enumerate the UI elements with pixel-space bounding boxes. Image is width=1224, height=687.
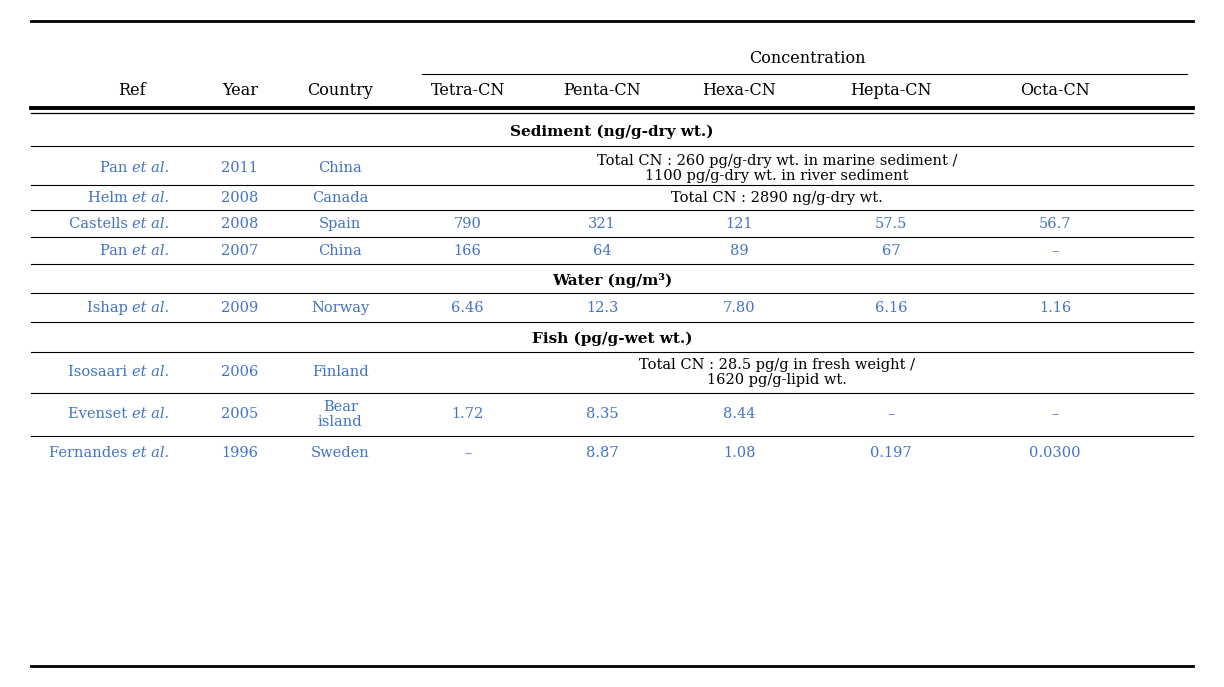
Text: et al.: et al.: [132, 407, 169, 421]
Text: 2006: 2006: [222, 365, 258, 379]
Text: 67: 67: [881, 245, 901, 258]
Text: Pan: Pan: [100, 161, 132, 175]
Text: 0.0300: 0.0300: [1029, 447, 1081, 460]
Text: et al.: et al.: [132, 161, 169, 175]
Text: 6.16: 6.16: [875, 301, 907, 315]
Text: Concentration: Concentration: [749, 50, 867, 67]
Text: Total CN : 28.5 pg/g in fresh weight /: Total CN : 28.5 pg/g in fresh weight /: [639, 358, 916, 372]
Text: 2008: 2008: [222, 191, 258, 205]
Text: Total CN : 260 pg/g-dry wt. in marine sediment /: Total CN : 260 pg/g-dry wt. in marine se…: [597, 154, 957, 168]
Text: Ref: Ref: [119, 82, 146, 99]
Text: 1100 pg/g-dry wt. in river sediment: 1100 pg/g-dry wt. in river sediment: [645, 169, 909, 183]
Text: Pan: Pan: [100, 245, 132, 258]
Text: 0.197: 0.197: [870, 447, 912, 460]
Text: Country: Country: [307, 82, 373, 99]
Text: Canada: Canada: [312, 191, 368, 205]
Text: –: –: [464, 447, 471, 460]
Text: 1996: 1996: [222, 447, 258, 460]
Text: 8.44: 8.44: [723, 407, 755, 421]
Text: Norway: Norway: [311, 301, 370, 315]
Text: 2009: 2009: [222, 301, 258, 315]
Text: Octa-CN: Octa-CN: [1021, 82, 1089, 99]
Text: 121: 121: [726, 217, 753, 231]
Text: Sweden: Sweden: [311, 447, 370, 460]
Text: 321: 321: [589, 217, 616, 231]
Text: 7.80: 7.80: [723, 301, 755, 315]
Text: Ishap: Ishap: [87, 301, 132, 315]
Text: Penta-CN: Penta-CN: [563, 82, 641, 99]
Text: et al.: et al.: [132, 365, 169, 379]
Text: island: island: [318, 415, 362, 429]
Text: 8.35: 8.35: [586, 407, 618, 421]
Text: 1.16: 1.16: [1039, 301, 1071, 315]
Text: Year: Year: [222, 82, 258, 99]
Text: et al.: et al.: [132, 217, 169, 231]
Text: 1620 pg/g-lipid wt.: 1620 pg/g-lipid wt.: [707, 373, 847, 387]
Text: Helm: Helm: [88, 191, 132, 205]
Text: et al.: et al.: [132, 447, 169, 460]
Text: 1.08: 1.08: [723, 447, 755, 460]
Text: China: China: [318, 245, 362, 258]
Text: Evenset: Evenset: [69, 407, 132, 421]
Text: 2008: 2008: [222, 217, 258, 231]
Text: Fish (pg/g-wet wt.): Fish (pg/g-wet wt.): [531, 332, 693, 346]
Text: 12.3: 12.3: [586, 301, 618, 315]
Text: 2011: 2011: [222, 161, 258, 175]
Text: 2007: 2007: [222, 245, 258, 258]
Text: 64: 64: [592, 245, 612, 258]
Text: 6.46: 6.46: [452, 301, 483, 315]
Text: 790: 790: [454, 217, 481, 231]
Text: 56.7: 56.7: [1039, 217, 1071, 231]
Text: 89: 89: [730, 245, 749, 258]
Text: China: China: [318, 161, 362, 175]
Text: et al.: et al.: [132, 245, 169, 258]
Text: Total CN : 2890 ng/g-dry wt.: Total CN : 2890 ng/g-dry wt.: [672, 191, 883, 205]
Text: Hepta-CN: Hepta-CN: [851, 82, 931, 99]
Text: 57.5: 57.5: [875, 217, 907, 231]
Text: 1.72: 1.72: [452, 407, 483, 421]
Text: et al.: et al.: [132, 301, 169, 315]
Text: 8.87: 8.87: [586, 447, 618, 460]
Text: Finland: Finland: [312, 365, 368, 379]
Text: Fernandes: Fernandes: [49, 447, 132, 460]
Text: 2005: 2005: [222, 407, 258, 421]
Text: –: –: [1051, 245, 1059, 258]
Text: Spain: Spain: [319, 217, 361, 231]
Text: Tetra-CN: Tetra-CN: [431, 82, 504, 99]
Text: –: –: [1051, 407, 1059, 421]
Text: Water (ng/m³): Water (ng/m³): [552, 273, 672, 288]
Text: –: –: [887, 407, 895, 421]
Text: et al.: et al.: [132, 191, 169, 205]
Text: Isosaari: Isosaari: [69, 365, 132, 379]
Text: 166: 166: [454, 245, 481, 258]
Text: Bear: Bear: [323, 400, 357, 414]
Text: Sediment (ng/g-dry wt.): Sediment (ng/g-dry wt.): [510, 125, 714, 139]
Text: Hexa-CN: Hexa-CN: [703, 82, 776, 99]
Text: Castells: Castells: [69, 217, 132, 231]
